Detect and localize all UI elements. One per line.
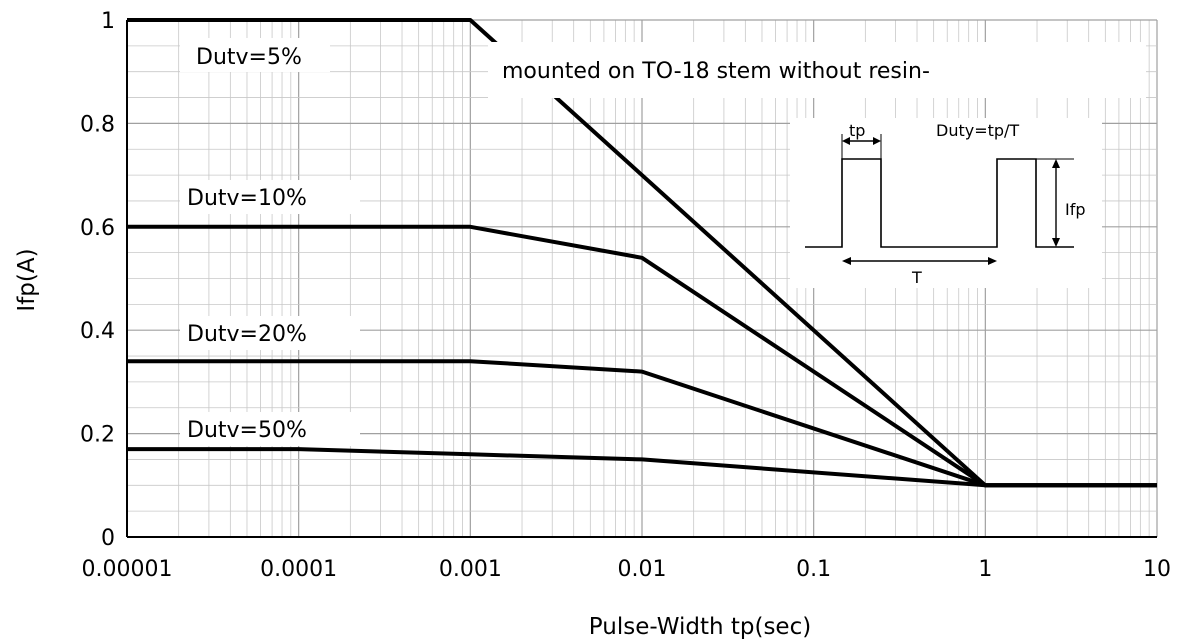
inset-tp-arrowhead-left (842, 137, 850, 145)
x-axis-label: Pulse-Width tp(sec) (589, 614, 811, 640)
inset-period-label: T (911, 268, 922, 287)
x-tick-label: 0.00001 (82, 557, 173, 582)
y-tick-label: 0 (101, 526, 115, 551)
y-tick-label: 0.2 (80, 423, 115, 448)
y-axis-ticks: 0 0.2 0.4 0.6 0.8 1 (80, 9, 115, 551)
inset-tp-arrowhead-right (873, 137, 881, 145)
inset-period-arrowhead-left (842, 257, 851, 265)
inset-duty-label: Duty=tp/T (936, 121, 1019, 140)
inset-pulse-waveform (805, 158, 1074, 248)
x-tick-label: 0.001 (439, 557, 502, 582)
note-box (488, 42, 1146, 98)
x-axis-ticks: 0.00001 0.0001 0.001 0.01 0.1 1 10 (82, 557, 1171, 582)
duty-inset: tp Duty=tp/T Ifp T (790, 118, 1102, 288)
x-tick-label: 1 (978, 557, 992, 582)
y-tick-label: 0.8 (80, 112, 115, 137)
series-label-10: Dutv=10% (187, 186, 307, 211)
inset-box (790, 118, 1102, 288)
inset-tp-label: tp (849, 121, 865, 140)
series-label-20: Dutv=20% (187, 322, 307, 347)
label-backdrop-20 (180, 316, 360, 350)
inset-ifp-label: Ifp (1065, 200, 1086, 219)
label-backdrop-50 (180, 412, 360, 446)
inset-ifp-arrowhead-top (1052, 159, 1060, 168)
series-label-50: Dutv=50% (187, 418, 307, 443)
y-tick-label: 0.6 (80, 216, 115, 241)
y-axis-label: Ifp(A) (14, 248, 40, 311)
x-tick-label: 0.1 (796, 557, 831, 582)
x-tick-label: 10 (1143, 557, 1171, 582)
y-tick-label: 0.4 (80, 319, 115, 344)
note-text: mounted on TO-18 stem without resin- (502, 59, 930, 84)
series-label-5: Dutv=5% (196, 45, 302, 70)
x-tick-label: 0.0001 (260, 557, 337, 582)
label-backdrop-5 (180, 38, 330, 72)
series-line (127, 447, 1157, 488)
inset-ifp-arrowhead-bottom (1052, 238, 1060, 247)
y-tick-label: 1 (101, 9, 115, 34)
series-lines (127, 18, 1157, 488)
label-backdrop-10 (180, 180, 360, 214)
x-tick-label: 0.01 (618, 557, 667, 582)
inset-period-arrowhead-right (988, 257, 997, 265)
